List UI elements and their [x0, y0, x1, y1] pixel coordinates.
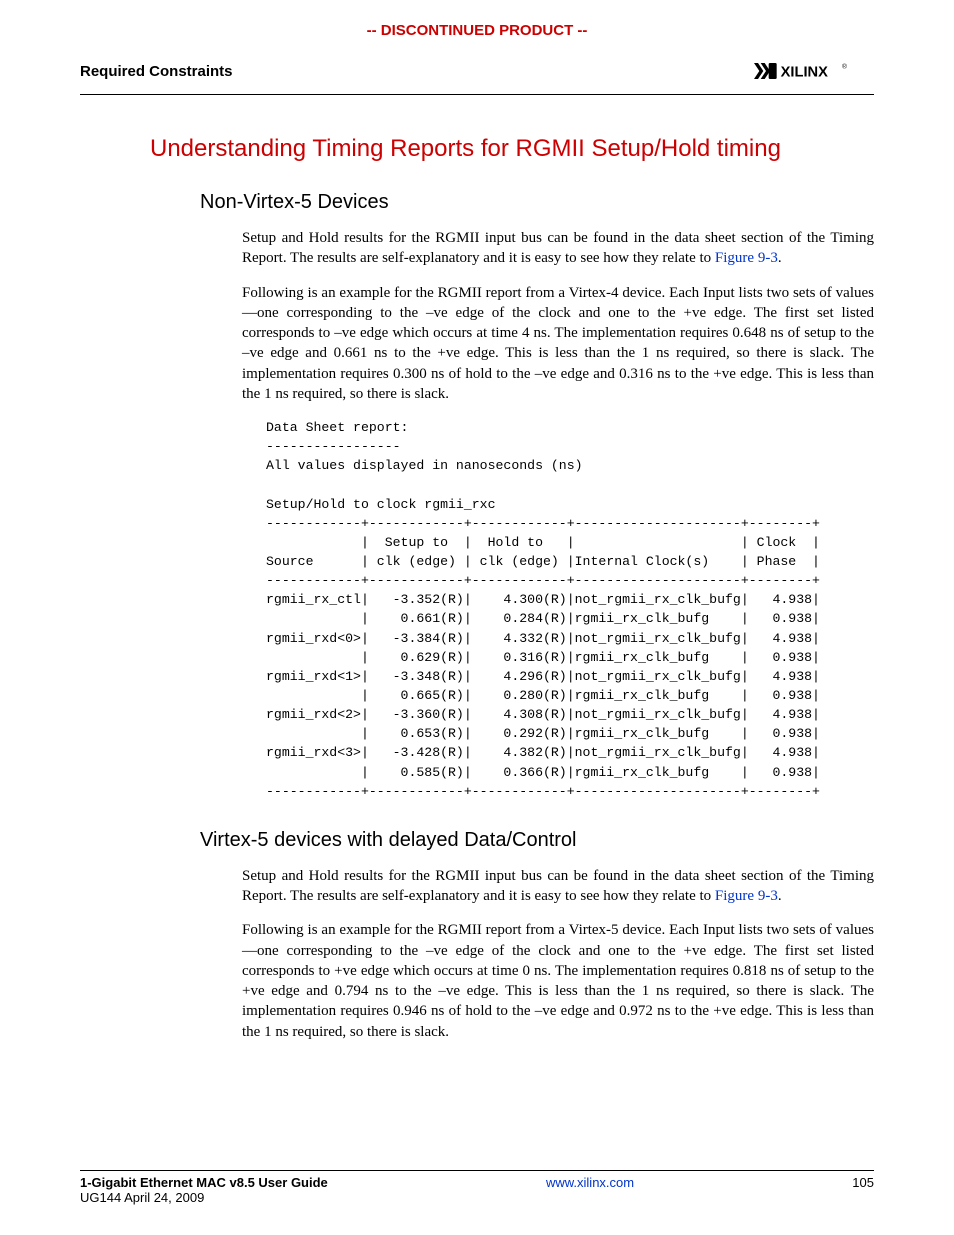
xilinx-logo: XILINX ® [754, 57, 874, 90]
code-line: | 0.585(R)| 0.366(R)|rgmii_rx_clk_bufg |… [266, 765, 820, 780]
figure-link[interactable]: Figure 9-3 [715, 250, 778, 266]
code-line: Data Sheet report: [266, 420, 408, 435]
section1-para1: Setup and Hold results for the RGMII inp… [242, 228, 874, 269]
code-line: rgmii_rxd<1>| -3.348(R)| 4.296(R)|not_rg… [266, 669, 820, 684]
svg-text:XILINX: XILINX [781, 64, 828, 80]
para-text-tail: . [778, 250, 782, 266]
discontinued-banner: -- DISCONTINUED PRODUCT -- [80, 22, 874, 39]
figure-link[interactable]: Figure 9-3 [715, 888, 778, 904]
footer-doc-sub: UG144 April 24, 2009 [80, 1190, 204, 1205]
section2-heading: Virtex-5 devices with delayed Data/Contr… [200, 829, 874, 852]
code-line: rgmii_rxd<2>| -3.360(R)| 4.308(R)|not_rg… [266, 707, 820, 722]
footer-url[interactable]: www.xilinx.com [546, 1175, 634, 1190]
code-line: ----------------- [266, 439, 401, 454]
section2-para2: Following is an example for the RGMII re… [242, 920, 874, 1042]
code-line: | 0.653(R)| 0.292(R)|rgmii_rx_clk_bufg |… [266, 726, 820, 741]
code-line: | 0.661(R)| 0.284(R)|rgmii_rx_clk_bufg |… [266, 611, 820, 626]
section1-para2: Following is an example for the RGMII re… [242, 283, 874, 405]
section1-heading: Non-Virtex-5 Devices [200, 191, 874, 214]
code-line: | 0.629(R)| 0.316(R)|rgmii_rx_clk_bufg |… [266, 650, 820, 665]
code-line: Source | clk (edge) | clk (edge) |Intern… [266, 554, 820, 569]
header-section-title: Required Constraints [80, 57, 233, 80]
heading-1: Understanding Timing Reports for RGMII S… [150, 135, 874, 163]
code-line: ------------+------------+------------+-… [266, 516, 820, 531]
page: -- DISCONTINUED PRODUCT -- Required Cons… [0, 0, 954, 1235]
para-text-tail: . [778, 888, 782, 904]
code-line: rgmii_rxd<0>| -3.384(R)| 4.332(R)|not_rg… [266, 631, 820, 646]
timing-report-codeblock: Data Sheet report: ----------------- All… [266, 418, 874, 801]
code-line: ------------+------------+------------+-… [266, 784, 820, 799]
code-line: All values displayed in nanoseconds (ns) [266, 458, 583, 473]
code-line: | 0.665(R)| 0.280(R)|rgmii_rx_clk_bufg |… [266, 688, 820, 703]
code-line: Setup/Hold to clock rgmii_rxc [266, 497, 496, 512]
code-line: ------------+------------+------------+-… [266, 573, 820, 588]
footer-left: 1-Gigabit Ethernet MAC v8.5 User Guide U… [80, 1175, 328, 1205]
code-line: rgmii_rxd<3>| -3.428(R)| 4.382(R)|not_rg… [266, 745, 820, 760]
code-line: rgmii_rx_ctl| -3.352(R)| 4.300(R)|not_rg… [266, 592, 820, 607]
footer-doc-title: 1-Gigabit Ethernet MAC v8.5 User Guide [80, 1175, 328, 1190]
code-line: | Setup to | Hold to | | Clock | [266, 535, 820, 550]
page-header: Required Constraints XILINX ® [80, 57, 874, 95]
svg-text:®: ® [842, 62, 847, 70]
section2-para1: Setup and Hold results for the RGMII inp… [242, 866, 874, 907]
page-footer: 1-Gigabit Ethernet MAC v8.5 User Guide U… [80, 1170, 874, 1205]
footer-page-number: 105 [852, 1175, 874, 1190]
